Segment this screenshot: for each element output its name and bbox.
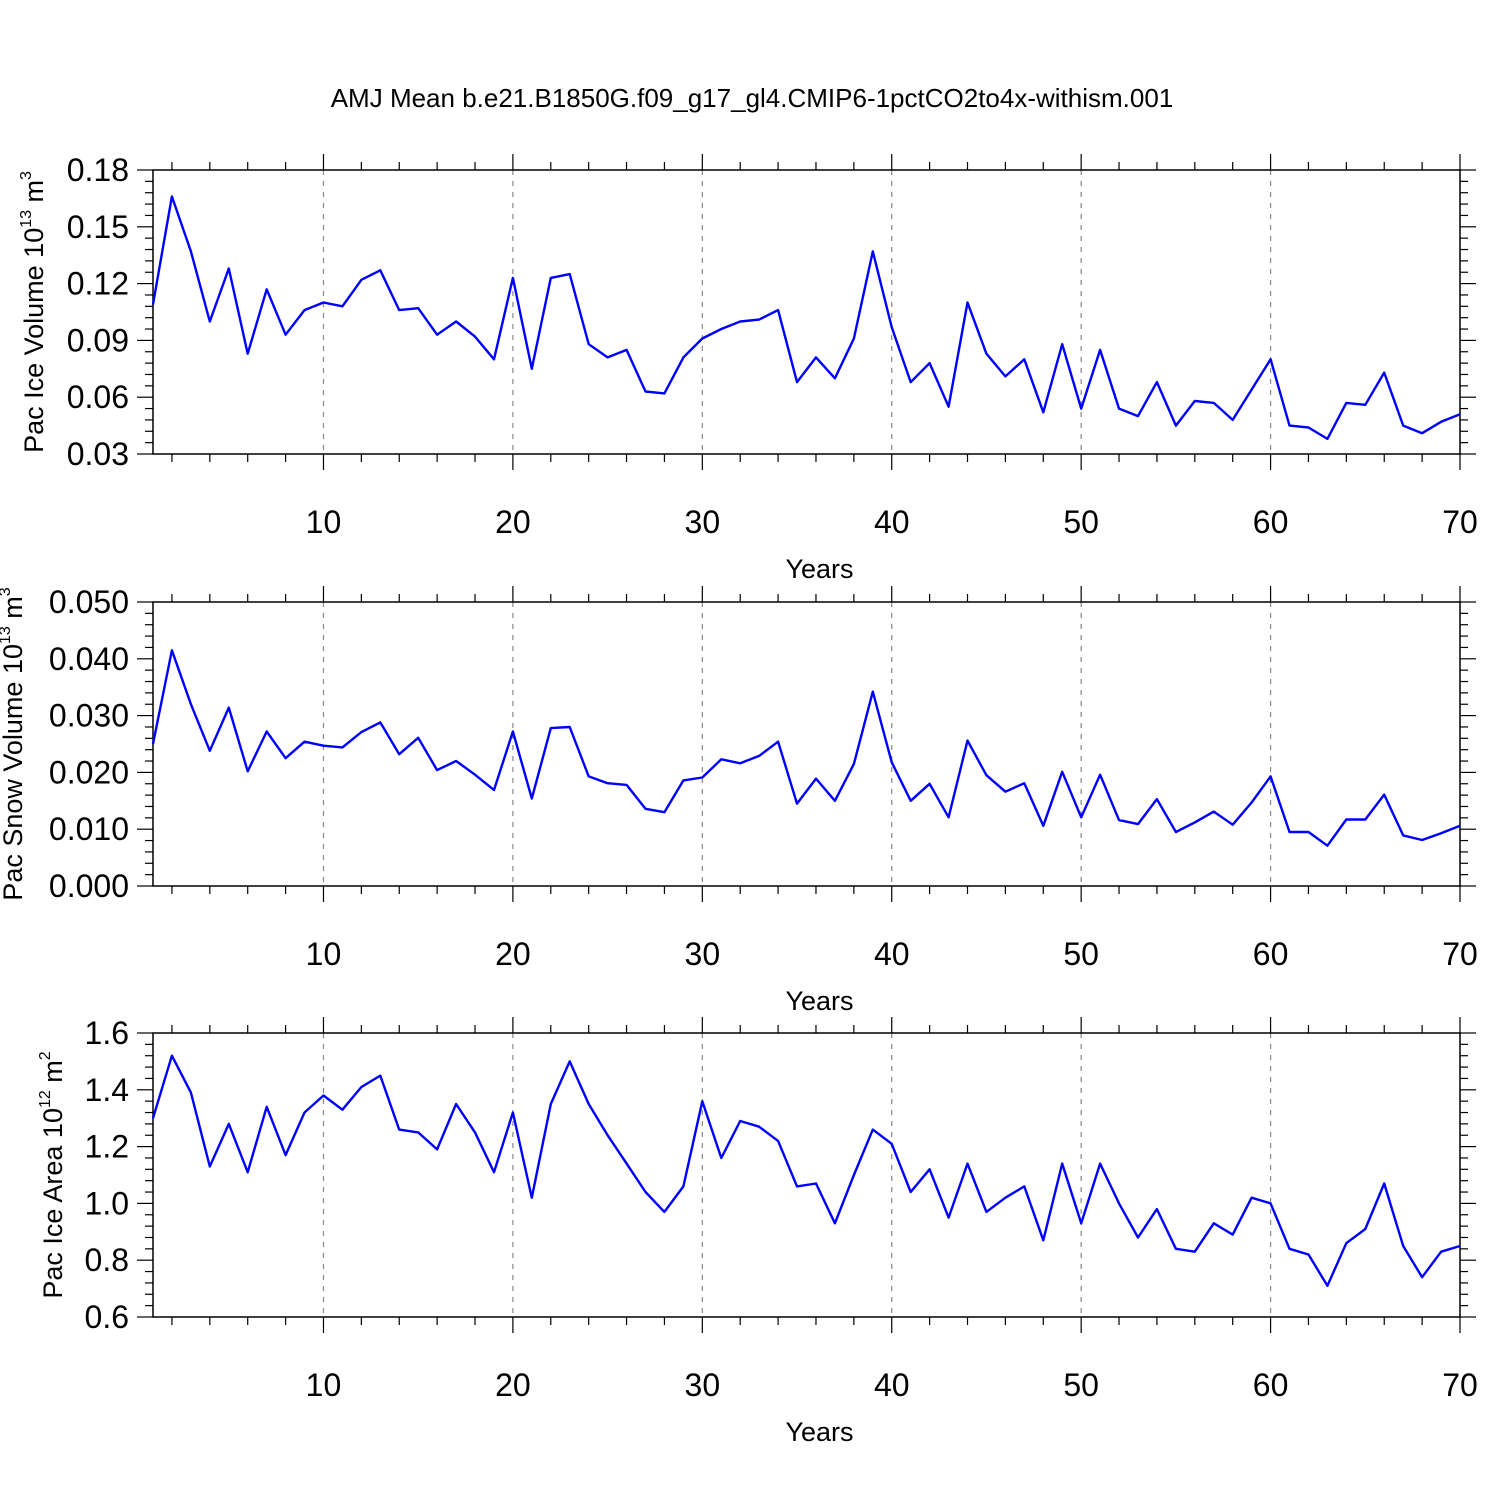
x-tick-label: 70	[1442, 936, 1478, 972]
x-axis-label: Years	[785, 554, 853, 584]
y-axis-label: Pac Snow Volume 1013 m3	[0, 587, 28, 900]
y-axis-label-ylabel-exp: 12	[37, 1090, 54, 1108]
x-tick-label: 40	[874, 504, 910, 540]
y-tick-label: 0.15	[67, 209, 129, 245]
y-tick-label: 0.18	[67, 152, 129, 188]
x-tick-label: 60	[1253, 936, 1289, 972]
y-axis-label-ylabel-unit: m	[0, 596, 28, 626]
x-tick-label: 50	[1063, 504, 1099, 540]
x-tick-label: 10	[306, 936, 342, 972]
y-tick-label: 0.09	[67, 322, 129, 358]
x-tick-label: 20	[495, 1367, 531, 1403]
y-axis-label-ylabel-unit-exp: 2	[37, 1051, 54, 1060]
x-axis-label: Years	[785, 986, 853, 1016]
y-tick-label: 0.000	[49, 868, 129, 904]
y-tick-label: 1.6	[85, 1015, 129, 1051]
chart-panel-2: 10 20 30 40 50 60 70 0.000 0.010 0.020 0.030 0.040 0…	[0, 584, 1478, 1016]
y-axis-label-ylabel-exp: 13	[18, 210, 35, 228]
y-axis-label: Pac Ice Volume 1013 m3	[18, 171, 49, 453]
x-tick-label: 30	[685, 936, 721, 972]
chart-panel-1: 10 20 30 40 50 60 70 0.03 0.06 0.09 0.12 0.15 0.18 Ye…	[18, 152, 1478, 584]
x-tick-label: 40	[874, 1367, 910, 1403]
y-tick-label: 0.12	[67, 266, 129, 302]
x-tick-label: 70	[1442, 504, 1478, 540]
x-tick-label: 10	[306, 504, 342, 540]
series-line	[151, 1054, 1461, 1288]
plot-frame	[152, 1032, 1461, 1318]
y-axis-label-ylabel-text: Pac Ice Area 10	[38, 1108, 68, 1299]
plot-frame	[152, 169, 1461, 455]
x-tick-label: 20	[495, 936, 531, 972]
x-axis-label: Years	[785, 1417, 853, 1447]
x-tick-label: 70	[1442, 1367, 1478, 1403]
x-tick-label: 20	[495, 504, 531, 540]
x-tick-label: 60	[1253, 504, 1289, 540]
x-tick-label: 50	[1063, 936, 1099, 972]
y-tick-label: 0.6	[85, 1299, 129, 1335]
series-line	[151, 195, 1461, 441]
x-tick-label: 50	[1063, 1367, 1099, 1403]
chart-panel-3: 10 20 30 40 50 60 70 0.6 0.8 1.0 1.2 1.4 1.6 Years Pac…	[37, 1015, 1478, 1447]
figure-title: AMJ Mean b.e21.B1850G.f09_g17_gl4.CMIP6-…	[331, 83, 1174, 113]
y-tick-label: 0.050	[49, 584, 129, 620]
y-tick-label: 0.020	[49, 754, 129, 790]
y-axis-label-ylabel-text: Pac Snow Volume 10	[0, 644, 28, 901]
y-axis-label-ylabel-text: Pac Ice Volume 10	[19, 228, 49, 453]
x-tick-label: 30	[685, 504, 721, 540]
x-tick-label: 60	[1253, 1367, 1289, 1403]
y-axis-label-ylabel-unit: m	[38, 1060, 68, 1090]
chart-panels: 10 20 30 40 50 60 70 0.03 0.06 0.09 0.12 0.15 0.18 Ye…	[0, 152, 1478, 1447]
y-tick-label: 0.030	[49, 698, 129, 734]
y-tick-label: 1.2	[85, 1129, 129, 1165]
y-tick-label: 0.8	[85, 1242, 129, 1278]
y-axis-label-ylabel-unit: m	[19, 180, 49, 210]
series-line	[151, 649, 1461, 847]
y-axis-label-ylabel-unit-exp: 3	[0, 587, 14, 596]
y-axis-label-ylabel-exp: 13	[0, 626, 14, 644]
y-tick-label: 0.03	[67, 436, 129, 472]
x-tick-label: 10	[306, 1367, 342, 1403]
y-tick-label: 0.06	[67, 379, 129, 415]
x-tick-label: 30	[685, 1367, 721, 1403]
y-tick-label: 0.040	[49, 641, 129, 677]
y-tick-label: 0.010	[49, 811, 129, 847]
y-axis-label-ylabel-unit-exp: 3	[18, 171, 35, 180]
y-tick-label: 1.4	[85, 1072, 129, 1108]
plot-frame	[152, 601, 1461, 887]
y-tick-label: 1.0	[85, 1185, 129, 1221]
x-tick-label: 40	[874, 936, 910, 972]
y-axis-label: Pac Ice Area 1012 m2	[37, 1051, 68, 1298]
